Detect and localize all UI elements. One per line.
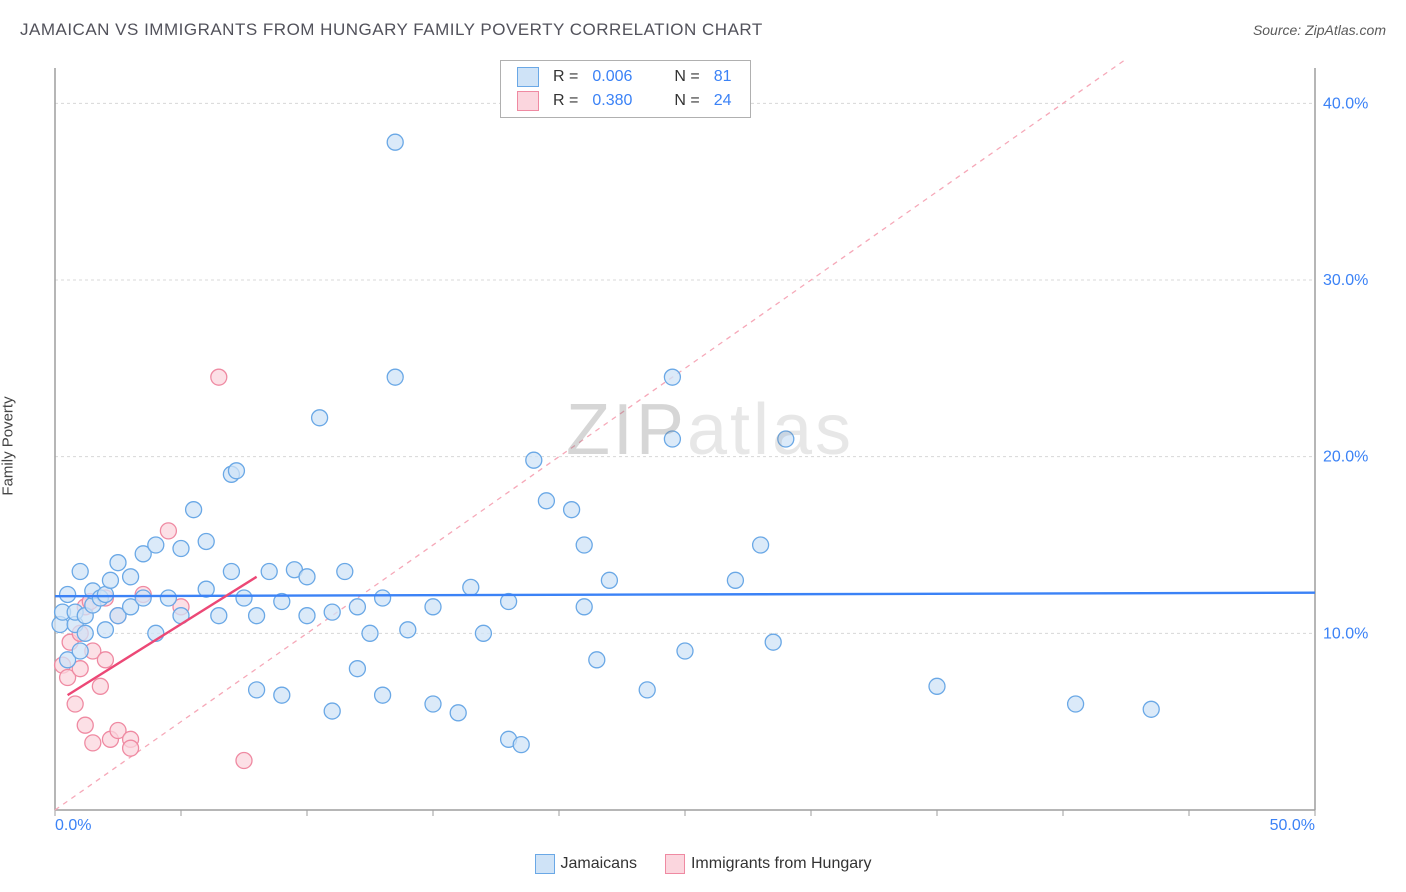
- legend-label: Immigrants from Hungary: [691, 855, 872, 873]
- n-value: 81: [708, 66, 738, 88]
- chart-svg: 10.0% 20.0% 30.0% 40.0% 0.0% 50.0%: [50, 60, 1370, 830]
- svg-text:20.0%: 20.0%: [1323, 449, 1368, 466]
- r-value: 0.380: [586, 90, 638, 112]
- svg-text:30.0%: 30.0%: [1323, 272, 1368, 289]
- n-label: N =: [668, 66, 705, 88]
- source-attribution: Source: ZipAtlas.com: [1253, 22, 1386, 38]
- legend: Jamaicans Immigrants from Hungary: [0, 854, 1406, 874]
- n-label: N =: [668, 90, 705, 112]
- svg-text:50.0%: 50.0%: [1270, 817, 1315, 830]
- legend-swatch: [665, 854, 685, 874]
- legend-swatch: [517, 91, 539, 111]
- r-label: R =: [547, 66, 584, 88]
- r-value: 0.006: [586, 66, 638, 88]
- y-axis-label: Family Poverty: [0, 396, 17, 495]
- correlation-stats-box: R =0.006 N =81 R =0.380 N =24: [500, 60, 751, 118]
- legend-label: Jamaicans: [561, 855, 637, 873]
- n-value: 24: [708, 90, 738, 112]
- legend-swatch: [517, 67, 539, 87]
- chart-title: JAMAICAN VS IMMIGRANTS FROM HUNGARY FAMI…: [20, 20, 763, 40]
- svg-text:10.0%: 10.0%: [1323, 625, 1368, 642]
- svg-text:40.0%: 40.0%: [1323, 95, 1368, 112]
- legend-item: Immigrants from Hungary: [665, 854, 872, 874]
- r-label: R =: [547, 90, 584, 112]
- legend-swatch: [535, 854, 555, 874]
- scatter-chart: 10.0%20.0%30.0%40.0%0.0%50.0% ZIPatlas R…: [50, 60, 1370, 830]
- legend-item: Jamaicans: [535, 854, 637, 874]
- svg-text:0.0%: 0.0%: [55, 817, 91, 830]
